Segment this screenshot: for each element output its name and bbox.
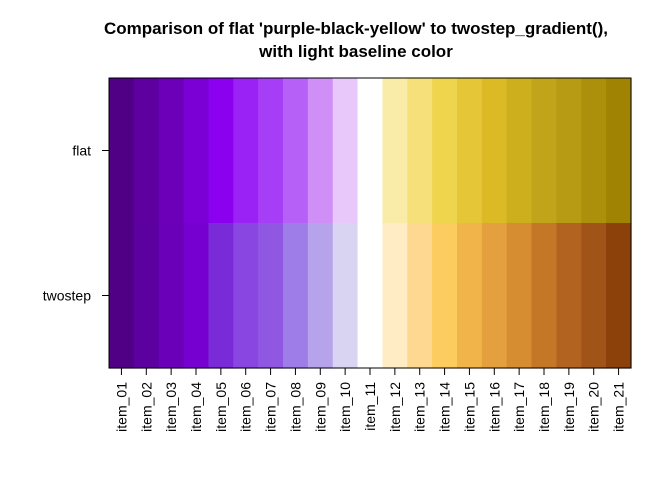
heatmap-cell-flat-item_17: [506, 78, 533, 224]
x-tick-label-item_05: item_05: [213, 382, 229, 432]
heatmap-cell-flat-item_04: [183, 78, 210, 224]
heatmap-cell-twostep-item_18: [531, 223, 558, 369]
chart-title-line-2: with light baseline color: [259, 42, 453, 61]
heatmap-cell-twostep-item_02: [133, 223, 160, 369]
y-tick-label-flat: flat: [72, 143, 91, 159]
x-tick-label-item_18: item_18: [536, 382, 552, 432]
heatmap-cell-twostep-item_08: [283, 223, 309, 369]
heatmap-cell-flat-item_05: [208, 78, 234, 224]
x-tick-label-item_21: item_21: [611, 382, 627, 432]
y-tick-label-twostep: twostep: [43, 288, 91, 304]
heatmap-cell-flat-item_21: [606, 78, 632, 224]
heatmap-cell-flat-item_14: [432, 78, 458, 224]
heatmap-cell-flat-item_07: [258, 78, 284, 224]
heatmap-cell-twostep-item_09: [307, 223, 334, 369]
heatmap-cell-twostep-item_12: [382, 223, 408, 369]
x-tick-label-item_02: item_02: [138, 382, 154, 432]
x-tick-label-item_13: item_13: [412, 382, 428, 432]
heatmap-cell-flat-item_11: [357, 78, 384, 224]
x-axis: item_01 item_02 item_03 item_04 item_05 item_…: [113, 368, 627, 432]
heatmap-cell-twostep-item_01: [109, 223, 135, 369]
heatmap-cell-twostep-item_15: [457, 223, 483, 369]
y-axis: flat twostep: [43, 143, 109, 304]
heatmap-cell-twostep-item_07: [258, 223, 284, 369]
x-tick-label-item_09: item_09: [312, 382, 328, 432]
heatmap-cell-twostep-item_04: [183, 223, 210, 369]
heatmap-cell-twostep-item_16: [481, 223, 508, 369]
heatmap-cells: [109, 78, 632, 369]
x-tick-label-item_06: item_06: [238, 382, 254, 432]
heatmap-cell-flat-item_06: [233, 78, 259, 224]
x-tick-label-item_07: item_07: [263, 382, 279, 432]
heatmap-cell-flat-item_13: [407, 78, 433, 224]
x-tick-label-item_04: item_04: [188, 382, 204, 432]
x-tick-label-item_20: item_20: [586, 382, 602, 432]
heatmap-cell-flat-item_20: [581, 78, 607, 224]
chart-title-line-1: Comparison of flat 'purple-black-yellow'…: [104, 19, 608, 38]
heatmap-cell-flat-item_16: [481, 78, 508, 224]
heatmap-cell-flat-item_19: [556, 78, 582, 224]
heatmap-cell-flat-item_10: [332, 78, 359, 224]
x-tick-label-item_19: item_19: [561, 382, 577, 432]
x-tick-label-item_15: item_15: [461, 382, 477, 432]
x-tick-label-item_14: item_14: [437, 382, 453, 432]
x-tick-label-item_03: item_03: [163, 382, 179, 432]
heatmap-cell-twostep-item_14: [432, 223, 458, 369]
heatmap-cell-twostep-item_05: [208, 223, 234, 369]
heatmap-cell-flat-item_12: [382, 78, 408, 224]
heatmap-cell-flat-item_08: [283, 78, 309, 224]
x-tick-label-item_11: item_11: [362, 382, 378, 431]
heatmap-cell-twostep-item_03: [158, 223, 185, 369]
heatmap-cell-twostep-item_11: [357, 223, 384, 369]
heatmap-cell-twostep-item_06: [233, 223, 259, 369]
heatmap-cell-twostep-item_21: [606, 223, 632, 369]
x-tick-label-item_16: item_16: [486, 382, 502, 432]
heatmap-cell-twostep-item_13: [407, 223, 433, 369]
heatmap-cell-flat-item_02: [133, 78, 160, 224]
heatmap-cell-twostep-item_20: [581, 223, 607, 369]
heatmap-cell-twostep-item_17: [506, 223, 533, 369]
x-tick-label-item_17: item_17: [511, 382, 527, 432]
heatmap-cell-flat-item_18: [531, 78, 558, 224]
heatmap-cell-flat-item_03: [158, 78, 185, 224]
heatmap-cell-flat-item_09: [307, 78, 334, 224]
x-tick-label-item_12: item_12: [387, 382, 403, 432]
heatmap-cell-twostep-item_10: [332, 223, 359, 369]
heatmap-cell-flat-item_01: [109, 78, 135, 224]
heatmap-cell-flat-item_15: [457, 78, 483, 224]
x-tick-label-item_10: item_10: [337, 382, 353, 432]
x-tick-label-item_08: item_08: [287, 382, 303, 432]
x-tick-label-item_01: item_01: [113, 382, 129, 432]
heatmap-cell-twostep-item_19: [556, 223, 582, 369]
